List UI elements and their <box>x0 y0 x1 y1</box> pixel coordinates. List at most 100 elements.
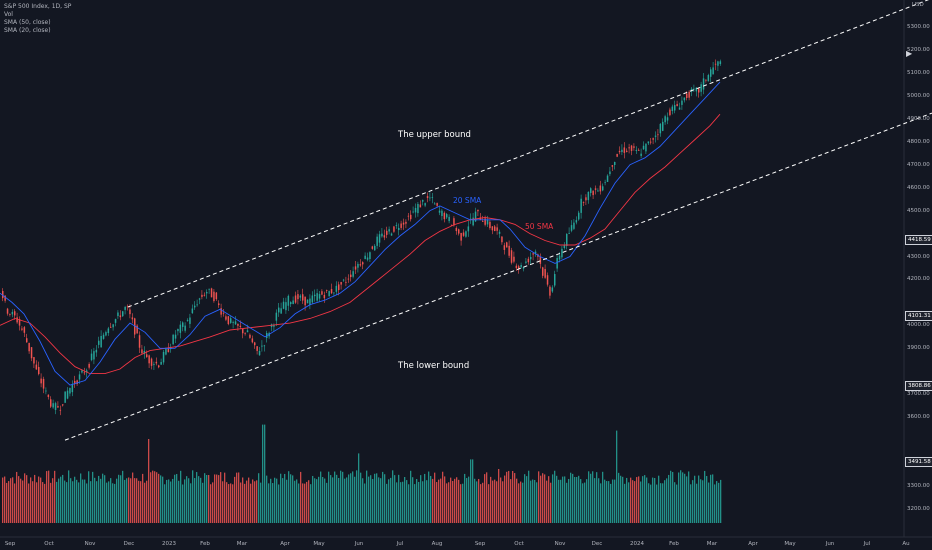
volume-bar <box>214 474 216 523</box>
candle <box>674 105 676 111</box>
volume-bar <box>332 477 334 523</box>
candle <box>208 288 210 290</box>
volume-bar <box>558 479 560 523</box>
candle <box>232 322 234 323</box>
candle <box>88 364 90 368</box>
volume-bar <box>540 475 542 523</box>
volume-bar <box>556 475 558 523</box>
candle <box>539 256 542 264</box>
volume-bar <box>426 480 428 523</box>
x-tick-label: Oct <box>514 541 524 547</box>
candle <box>388 229 390 232</box>
volume-bar <box>288 471 290 523</box>
volume-bar <box>90 481 92 523</box>
candle <box>618 150 621 153</box>
candle <box>398 227 400 231</box>
candle <box>57 406 59 408</box>
volume-bar <box>324 478 326 523</box>
candle <box>705 79 707 81</box>
volume-bar <box>322 476 324 523</box>
volume-bar <box>116 478 118 523</box>
volume-bar <box>256 480 258 523</box>
candle <box>561 248 563 258</box>
candle <box>357 263 359 268</box>
candle <box>570 225 573 231</box>
channel-lower-line <box>64 112 932 441</box>
volume-bar <box>406 480 408 523</box>
candle <box>556 258 558 269</box>
candle <box>258 350 261 356</box>
volume-bar <box>592 471 594 523</box>
volume-bar <box>658 475 660 523</box>
candle <box>287 295 290 306</box>
candle <box>477 209 479 212</box>
candle <box>23 327 26 333</box>
volume-bar <box>538 471 540 523</box>
volume-bar <box>446 483 448 523</box>
volume-bar <box>472 459 474 523</box>
volume-bar <box>98 475 100 523</box>
volume-bar <box>430 475 432 523</box>
volume-bar <box>64 480 66 523</box>
candle <box>678 107 681 110</box>
candle <box>498 231 501 234</box>
candle <box>314 294 316 297</box>
candle <box>405 221 407 224</box>
candle <box>278 307 280 313</box>
candle <box>81 370 83 373</box>
candle <box>261 345 263 347</box>
candle <box>282 301 285 309</box>
volume-bar <box>638 476 640 523</box>
volume-bar <box>450 477 452 523</box>
candle <box>50 399 52 407</box>
volume-bar <box>676 484 678 523</box>
volume-bar <box>704 470 706 523</box>
candle <box>194 305 196 308</box>
volume-bar <box>400 482 402 523</box>
volume-bar <box>248 477 250 523</box>
candle <box>496 227 498 231</box>
volume-bar <box>688 471 690 523</box>
candle <box>520 264 522 268</box>
candle <box>616 153 618 157</box>
candle <box>179 324 182 333</box>
volume-bar <box>70 478 72 523</box>
volume-bar <box>618 472 620 523</box>
volume-bar <box>488 484 490 523</box>
candle <box>227 316 230 325</box>
candle <box>414 207 417 213</box>
price-tag-2: 4101.31 <box>905 311 932 321</box>
candle <box>652 138 654 140</box>
candle <box>153 364 155 365</box>
volume-bar <box>478 478 480 523</box>
candle <box>642 145 645 150</box>
candle <box>131 317 134 320</box>
candle <box>148 355 150 364</box>
volume-bar <box>6 482 8 523</box>
volume-bar <box>356 470 358 523</box>
candle <box>54 403 57 410</box>
volume-bar <box>656 484 658 523</box>
candle <box>530 256 532 260</box>
candle <box>683 97 686 101</box>
candle <box>714 63 717 65</box>
candle <box>117 312 119 317</box>
volume-bar <box>716 481 718 523</box>
volume-bar <box>460 484 462 523</box>
candle <box>225 316 227 320</box>
candle <box>64 391 66 403</box>
candle <box>609 171 611 175</box>
volume-bar <box>452 480 454 523</box>
volume-bar <box>198 476 200 523</box>
x-tick-label: Au <box>902 541 910 547</box>
volume-bar <box>292 475 294 523</box>
volume-bar <box>532 479 534 523</box>
x-tick-label: Dec <box>123 541 135 547</box>
volume-bar <box>440 478 442 523</box>
volume-bar <box>610 483 612 523</box>
volume-bar <box>632 480 634 523</box>
candle <box>412 211 414 213</box>
candle <box>114 319 117 323</box>
volume-bar <box>26 475 28 523</box>
